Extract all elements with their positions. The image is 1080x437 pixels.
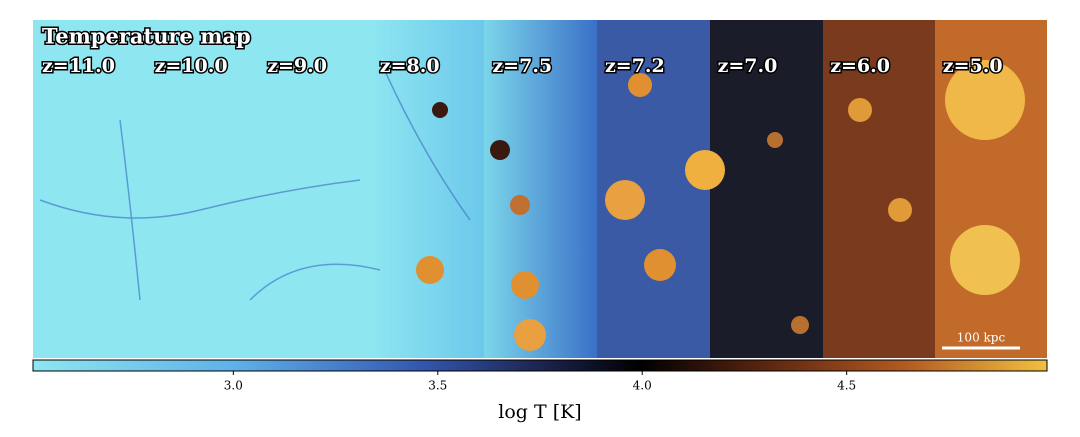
panel-label: z=7.5 bbox=[492, 55, 552, 77]
colorbar bbox=[32, 359, 1048, 372]
colorbar-tick-label: 4.5 bbox=[837, 379, 856, 393]
temperature-map bbox=[33, 20, 1047, 358]
colorbar-tick-label: 3.0 bbox=[224, 379, 243, 393]
panel-label: z=8.0 bbox=[380, 55, 440, 77]
panel-label: z=11.0 bbox=[42, 55, 115, 77]
panel-label: z=7.2 bbox=[605, 55, 665, 77]
colorbar-tick-label: 3.5 bbox=[428, 379, 447, 393]
colorbar-label: log T [K] bbox=[498, 401, 581, 423]
panel-label: z=10.0 bbox=[155, 55, 228, 77]
panel-label: z=6.0 bbox=[830, 55, 890, 77]
panel-bg bbox=[371, 20, 484, 358]
panel-label: z=9.0 bbox=[267, 55, 327, 77]
hot-bubbles bbox=[416, 60, 1025, 351]
filaments bbox=[39, 59, 471, 301]
panel-bg bbox=[823, 20, 935, 358]
map-title: Temperature map bbox=[42, 24, 251, 49]
panel-bg bbox=[710, 20, 823, 358]
panel-label: z=5.0 bbox=[943, 55, 1003, 77]
scale-bar-label: 100 kpc bbox=[957, 331, 1006, 345]
panel-bg bbox=[484, 20, 597, 358]
panel-label: z=7.0 bbox=[718, 55, 778, 77]
colorbar-tick-label: 4.0 bbox=[633, 379, 652, 393]
